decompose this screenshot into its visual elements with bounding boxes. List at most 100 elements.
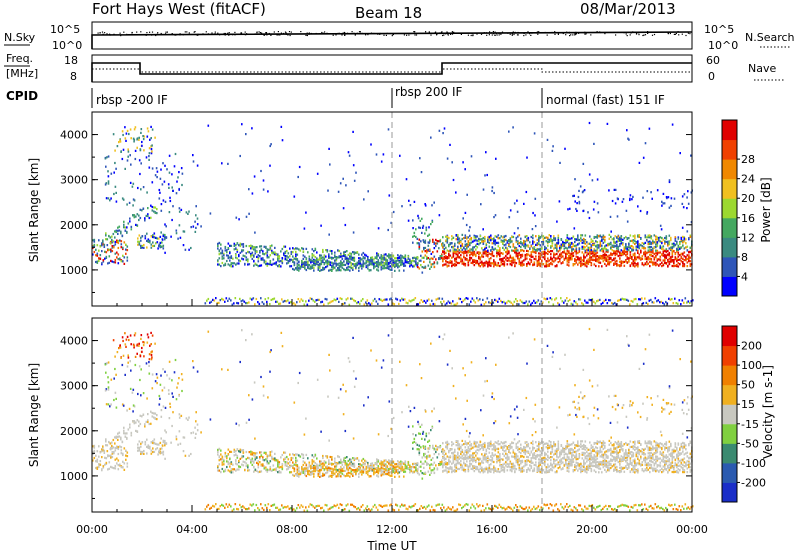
heatmap-cell [596, 234, 599, 237]
heatmap-cell [139, 378, 141, 382]
heatmap-cell [141, 450, 144, 454]
heatmap-cell [122, 466, 124, 469]
heatmap-cell [457, 254, 459, 257]
heatmap-cell [129, 181, 132, 184]
heatmap-cell [126, 436, 128, 440]
heatmap-cell [143, 149, 145, 152]
heatmap-cell [143, 452, 145, 455]
heatmap-cell [523, 263, 525, 266]
heatmap-cell [680, 246, 683, 249]
heatmap-cell [391, 257, 393, 260]
heatmap-cell [148, 364, 150, 367]
heatmap-cell [195, 432, 197, 435]
heatmap-cell [168, 392, 170, 395]
heatmap-cell [610, 230, 612, 233]
heatmap-cell [220, 265, 222, 268]
heatmap-cell [485, 260, 488, 263]
heatmap-cell [602, 234, 605, 237]
nsky-point [232, 34, 234, 36]
heatmap-cell [446, 249, 449, 252]
heatmap-cell [553, 256, 555, 259]
heatmap-cell [442, 246, 444, 249]
heatmap-cell [554, 244, 557, 247]
heatmap-cell [266, 249, 269, 252]
heatmap-cell [123, 220, 125, 223]
heatmap-cell [292, 453, 294, 456]
nsky-point [644, 34, 647, 36]
heatmap-cell [271, 455, 273, 458]
heatmap-cell [156, 176, 158, 179]
heatmap-cell [569, 207, 571, 210]
heatmap-cell [352, 266, 354, 269]
heatmap-cell [413, 200, 416, 203]
heatmap-cell [114, 449, 117, 452]
heatmap-cell [429, 258, 431, 261]
heatmap-cell [117, 464, 120, 467]
nsky-point [527, 31, 529, 33]
heatmap-cell [526, 239, 528, 242]
heatmap-cell [424, 204, 427, 207]
heatmap-cell [262, 464, 264, 467]
heatmap-cell [539, 244, 542, 247]
heatmap-cell [281, 260, 284, 263]
heatmap-cell [562, 242, 564, 245]
heatmap-cell [593, 142, 595, 145]
heatmap-cell [425, 229, 428, 232]
heatmap-cell [496, 264, 498, 267]
y-tick-label: 4000 [60, 129, 88, 142]
heatmap-cell [117, 432, 119, 435]
heatmap-cell [647, 258, 650, 261]
heatmap-cell [387, 128, 390, 131]
heatmap-cell [665, 262, 668, 265]
heatmap-cell [155, 167, 158, 170]
heatmap-cell [230, 299, 232, 302]
heatmap-cell [561, 300, 564, 303]
heatmap-cell [519, 299, 522, 302]
heatmap-cell [515, 247, 518, 250]
heatmap-cell [316, 260, 318, 264]
nsky-point [182, 34, 184, 36]
heatmap-cell [432, 238, 434, 241]
heatmap-cell [633, 298, 636, 301]
heatmap-cell [149, 344, 151, 347]
heatmap-cell [673, 261, 675, 265]
nsky-point [451, 31, 453, 33]
heatmap-cell [223, 257, 225, 260]
heatmap-cell [278, 463, 281, 466]
heatmap-cell [479, 265, 482, 268]
heatmap-cell [257, 463, 260, 466]
heatmap-cell [534, 214, 536, 217]
heatmap-cell [421, 250, 424, 253]
heatmap-cell [397, 257, 399, 260]
nsky-point [353, 32, 355, 34]
heatmap-cell [111, 238, 113, 241]
heatmap-cell [430, 223, 432, 226]
heatmap-cell [267, 190, 269, 193]
heatmap-cell [321, 300, 324, 303]
heatmap-cell [95, 454, 97, 457]
heatmap-cell [385, 253, 387, 256]
heatmap-cell [460, 240, 462, 244]
heatmap-cell [536, 248, 539, 251]
heatmap-cell [250, 244, 252, 247]
heatmap-cell [356, 263, 359, 266]
heatmap-cell [651, 301, 654, 304]
heatmap-cell [350, 262, 353, 265]
heatmap-cell [244, 468, 246, 471]
heatmap-cell [614, 260, 617, 263]
freq-trace [91, 62, 692, 82]
nsky-point [538, 31, 540, 33]
heatmap-cell [589, 247, 591, 250]
heatmap-cell [587, 242, 590, 245]
heatmap-cell [625, 243, 627, 246]
heatmap-cell [451, 242, 453, 245]
heatmap-cell [119, 445, 121, 448]
heatmap-cell [539, 302, 541, 306]
heatmap-cell [351, 297, 354, 300]
heatmap-cell [448, 236, 450, 240]
y-tick-label: 2000 [60, 219, 88, 232]
heatmap-cell [613, 252, 615, 255]
heatmap-cell [680, 236, 683, 239]
colorbar-tick-label: 28 [741, 153, 755, 166]
heatmap-cell [554, 259, 557, 262]
